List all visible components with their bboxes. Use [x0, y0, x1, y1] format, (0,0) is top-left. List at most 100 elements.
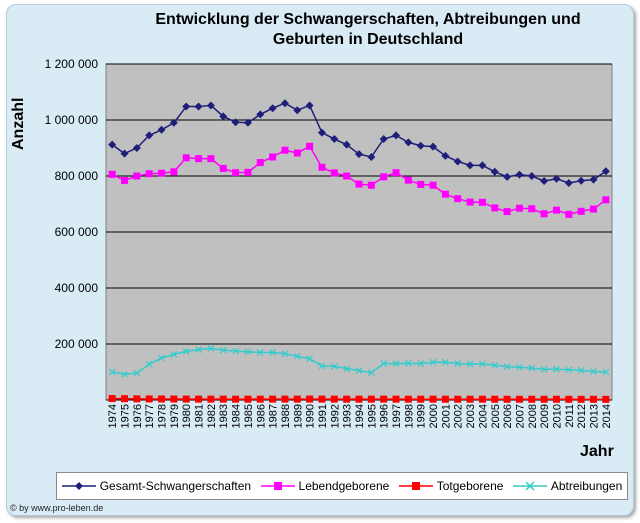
- data-point: [108, 140, 117, 149]
- x-tick-label: 1985: [243, 404, 255, 428]
- data-point: [306, 395, 314, 403]
- x-tick-labels: 1974 1975 1976 1977 1978 1979 1980 1981 1982 1983…: [107, 404, 613, 428]
- x-tick-label: 2001: [440, 404, 452, 428]
- data-point: [516, 363, 523, 371]
- legend-item-lebend: Lebendgeborene: [260, 479, 389, 493]
- data-point: [318, 362, 326, 370]
- data-point: [170, 350, 178, 358]
- x-tick-label: 2007: [514, 404, 526, 428]
- data-point: [466, 161, 475, 170]
- data-point: [466, 360, 474, 368]
- data-point: [182, 154, 190, 162]
- data-point: [158, 169, 166, 177]
- x-tick-label: 1988: [280, 404, 292, 428]
- data-point: [280, 99, 289, 108]
- data-point: [602, 196, 610, 204]
- data-point: [380, 395, 388, 403]
- data-point: [170, 395, 178, 403]
- data-point: [343, 365, 351, 373]
- data-point: [194, 102, 203, 111]
- x-tick-label: 1992: [329, 404, 341, 428]
- data-point: [515, 395, 523, 403]
- data-point: [145, 395, 153, 403]
- data-point: [466, 395, 474, 403]
- x-tick-label: 1974: [107, 404, 119, 428]
- chart-title-line-2: Geburten in Deutschland: [272, 31, 464, 48]
- data-point: [367, 395, 375, 403]
- data-point: [145, 360, 153, 368]
- data-point: [195, 395, 203, 403]
- data-point: [404, 176, 412, 184]
- data-point: [392, 169, 400, 177]
- y-tick-label: 200 000: [55, 337, 99, 351]
- data-point: [318, 163, 326, 171]
- data-point: [293, 149, 301, 157]
- data-point: [182, 102, 191, 111]
- data-point: [429, 181, 437, 189]
- legend-label-tot: Totgeborene: [436, 479, 504, 493]
- x-tick-label: 1997: [391, 404, 403, 428]
- x-tick-label: 1980: [181, 404, 193, 428]
- data-point: [195, 346, 202, 354]
- data-point: [317, 128, 326, 137]
- data-point: [281, 350, 289, 358]
- x-tick-label: 2002: [453, 404, 465, 428]
- legend-swatch-gesamt: [61, 482, 96, 490]
- data-point: [528, 364, 536, 372]
- data-point: [478, 360, 486, 368]
- data-point: [108, 395, 116, 403]
- data-point: [121, 370, 128, 378]
- y-tick-label: 800 000: [55, 169, 99, 183]
- y-axis-label: Anzahl: [10, 97, 27, 150]
- chart-title-line-1: Entwicklung der Schwangerschaften, Abtre…: [155, 11, 581, 28]
- data-point: [268, 104, 277, 113]
- data-point: [269, 348, 277, 356]
- data-point: [293, 106, 302, 115]
- data-point: [417, 180, 425, 188]
- data-point: [306, 142, 314, 150]
- x-tick-label: 2012: [576, 404, 588, 428]
- x-tick-label: 2004: [477, 404, 489, 428]
- data-point: [232, 169, 240, 177]
- data-point: [219, 346, 227, 354]
- x-tick-label: 1999: [416, 404, 428, 428]
- x-tick-label: 2000: [428, 404, 440, 428]
- data-point: [392, 131, 401, 140]
- data-point: [553, 365, 560, 373]
- legend: Gesamt-Schwangerschaften Lebendgeborene …: [56, 472, 628, 500]
- data-point: [515, 170, 524, 179]
- data-point: [564, 179, 573, 187]
- data-point: [133, 395, 141, 403]
- data-point: [367, 152, 376, 161]
- data-point: [527, 172, 536, 180]
- data-point: [503, 363, 511, 371]
- data-point: [330, 169, 338, 177]
- data-point: [182, 395, 190, 403]
- data-point: [478, 395, 486, 403]
- x-tick-label: 2005: [490, 404, 502, 428]
- data-point: [601, 167, 610, 176]
- data-point: [417, 360, 425, 368]
- data-point: [379, 135, 388, 144]
- data-point: [441, 395, 449, 403]
- data-point: [207, 155, 215, 163]
- data-point: [404, 359, 412, 367]
- data-point: [478, 198, 486, 206]
- x-tick-label: 1990: [305, 404, 317, 428]
- legend-label-gesamt: Gesamt-Schwangerschaften: [99, 479, 252, 493]
- data-point: [158, 395, 166, 403]
- data-point: [416, 141, 425, 150]
- data-point: [528, 205, 536, 213]
- series-group: [108, 99, 610, 403]
- data-point: [380, 173, 388, 181]
- data-point: [589, 205, 597, 213]
- data-point: [355, 367, 363, 375]
- data-point: [466, 198, 474, 206]
- data-point: [256, 348, 264, 356]
- x-tick-label: 1993: [342, 404, 354, 428]
- x-tick-label: 1978: [157, 404, 169, 428]
- data-point: [182, 347, 190, 355]
- x-tick-label: 1987: [268, 404, 280, 428]
- data-point: [133, 369, 141, 377]
- y-tick-label: 1 000 000: [45, 113, 99, 127]
